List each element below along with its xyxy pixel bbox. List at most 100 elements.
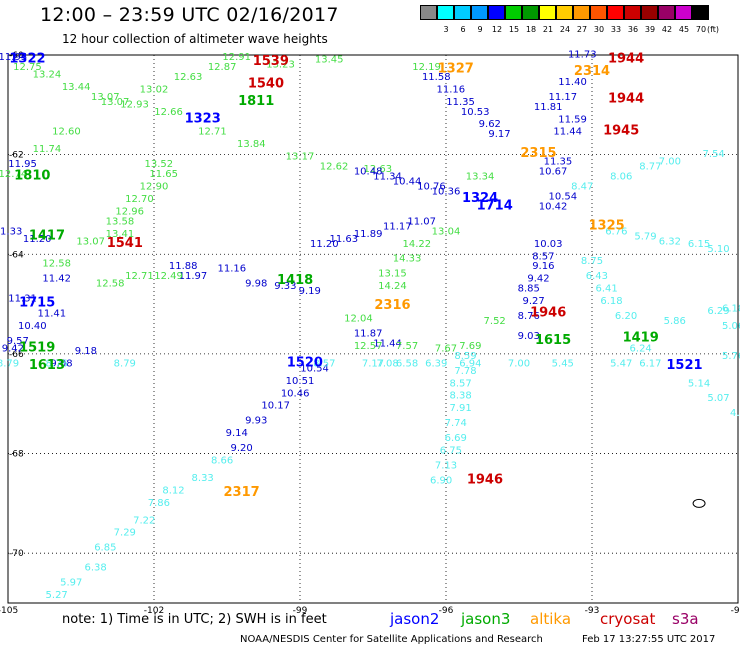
scale-swatch — [641, 5, 658, 20]
wave-height-label: 6.29 — [707, 306, 729, 317]
wave-height-label: 13.23 — [266, 59, 295, 70]
scale-label: 3 — [443, 25, 449, 34]
scale-swatch — [539, 5, 556, 20]
wave-height-label: 7.67 — [435, 343, 457, 354]
wave-height-label: 6.69 — [445, 433, 467, 444]
wave-height-label: 11.73 — [568, 49, 597, 60]
wave-height-label: 6.75 — [440, 446, 462, 457]
wave-height-label: 5.47 — [610, 358, 632, 369]
wave-height-label: 10.54 — [300, 363, 329, 374]
wave-height-label: 11.16 — [437, 84, 466, 95]
wave-height-label: 7.00 — [659, 157, 681, 168]
wave-height-label: 11.07 — [407, 216, 436, 227]
scale-label: 15 — [508, 25, 520, 34]
scale-label: 24 — [559, 25, 571, 34]
wave-height-label: 11.17 — [383, 221, 412, 232]
wave-height-label: 6.43 — [586, 271, 608, 282]
footnote: note: 1) Time is in UTC; 2) SWH is in fe… — [62, 612, 327, 627]
pass-time-label: 1325 — [589, 218, 625, 233]
wave-height-label: 9.42 — [2, 343, 24, 354]
scale-swatch — [692, 5, 709, 20]
wave-height-label: 7.74 — [445, 418, 467, 429]
scale-label: 30 — [593, 25, 605, 34]
wave-height-label: 10.42 — [539, 201, 568, 212]
map-title: 12:00 – 23:59 UTC 02/16/2017 — [40, 4, 339, 26]
wave-height-label: 13.44 — [62, 82, 91, 93]
wave-height-label: 7.22 — [133, 515, 155, 526]
wave-height-label: 11.58 — [422, 72, 451, 83]
wave-height-label: 13.41 — [106, 229, 135, 240]
legend-s3a: s3a — [672, 610, 699, 628]
wave-height-label: 5.06 — [722, 321, 740, 332]
pass-time-label: 1946 — [530, 306, 566, 321]
pass-time-label: 1944 — [608, 51, 644, 66]
wave-height-label: 11.40 — [558, 77, 587, 88]
wave-height-label: 11.20 — [23, 234, 52, 245]
wave-height-label: 14.22 — [402, 239, 431, 250]
scale-label: 70 — [695, 25, 707, 34]
wave-height-label: 10.36 — [432, 186, 461, 197]
wave-height-label: 6.18 — [600, 296, 622, 307]
pass-time-label: 1323 — [185, 111, 221, 126]
pass-time-label: 1613 — [29, 358, 65, 373]
scale-label: 9 — [477, 25, 483, 34]
wave-height-label: 9.03 — [518, 331, 540, 342]
wave-height-label: 11.44 — [553, 127, 582, 138]
wave-height-label: 8.75 — [581, 256, 603, 267]
wave-height-label: 6.94 — [459, 358, 481, 369]
pass-time-label: 1520 — [287, 355, 323, 370]
scale-swatch — [437, 5, 454, 20]
wave-height-label: 6.20 — [615, 311, 637, 322]
pass-time-label: 1714 — [477, 198, 513, 213]
wave-height-label: 12.49 — [154, 271, 183, 282]
wave-height-label: 7.29 — [114, 528, 136, 539]
pass-time-label: 1811 — [238, 94, 274, 109]
wave-height-label: 9.42 — [527, 274, 549, 285]
wave-height-label: 11.81 — [534, 102, 563, 113]
pass-time-label: 1327 — [438, 61, 474, 76]
wave-height-label: 9.57 — [7, 336, 29, 347]
lat-tick-label: -64 — [9, 250, 24, 260]
wave-height-label: 11.65 — [149, 169, 178, 180]
wave-height-label: 6.15 — [688, 239, 710, 250]
wave-height-label: 8.33 — [192, 473, 214, 484]
wave-height-label: 7.13 — [435, 460, 457, 471]
wave-height-label: 13.24 — [33, 69, 62, 80]
wave-height-label: 12.19 — [412, 62, 441, 73]
wave-height-label: 9.33 — [274, 281, 296, 292]
scale-label: 27 — [576, 25, 588, 34]
wave-height-label: 6.85 — [94, 543, 116, 554]
pass-time-label: 1519 — [19, 340, 55, 355]
wave-height-label: 7.57 — [396, 341, 418, 352]
wave-height-label: 11.20 — [310, 239, 339, 250]
pass-time-label: 1810 — [14, 169, 50, 184]
scale-label: 6 — [460, 25, 466, 34]
scale-swatch — [505, 5, 522, 20]
wave-height-label: 11.31 — [8, 294, 37, 305]
wave-height-label: 11.95 — [0, 52, 27, 63]
wave-height-label: 5.76 — [722, 351, 740, 362]
pass-time-label: 1615 — [535, 333, 571, 348]
pass-time-label: 1324 — [462, 191, 498, 206]
wave-height-label: 12.58 — [96, 279, 125, 290]
pass-time-label: 1419 — [623, 330, 659, 345]
lat-tick-label: -62 — [9, 151, 24, 161]
wave-height-label: 12.71 — [198, 127, 227, 138]
map-subtitle: 12 hour collection of altimeter wave hei… — [62, 32, 328, 46]
wave-height-color-scale: 3 6 9 12 15 18 21 24 27 30 33 36 39 42 45 70 (ft) — [420, 5, 730, 41]
scale-swatch — [675, 5, 692, 20]
scale-label: 42 — [661, 25, 673, 34]
wave-height-label: 11.34 — [373, 172, 402, 183]
wave-height-label: 9.08 — [50, 358, 72, 369]
wave-height-label: 5.10 — [707, 244, 729, 255]
wave-height-label: 12.87 — [208, 62, 237, 73]
wave-height-label: 13.07 — [76, 236, 105, 247]
wave-height-label: 7.54 — [703, 149, 725, 160]
pass-time-label: 1946 — [467, 472, 503, 487]
wave-height-label: 13.07 — [101, 97, 130, 108]
wave-height-label: 12.74 — [0, 169, 27, 180]
wave-height-label: 8.57 — [449, 378, 471, 389]
wave-height-label: 6.17 — [639, 358, 661, 369]
scale-label: 45 — [678, 25, 690, 34]
